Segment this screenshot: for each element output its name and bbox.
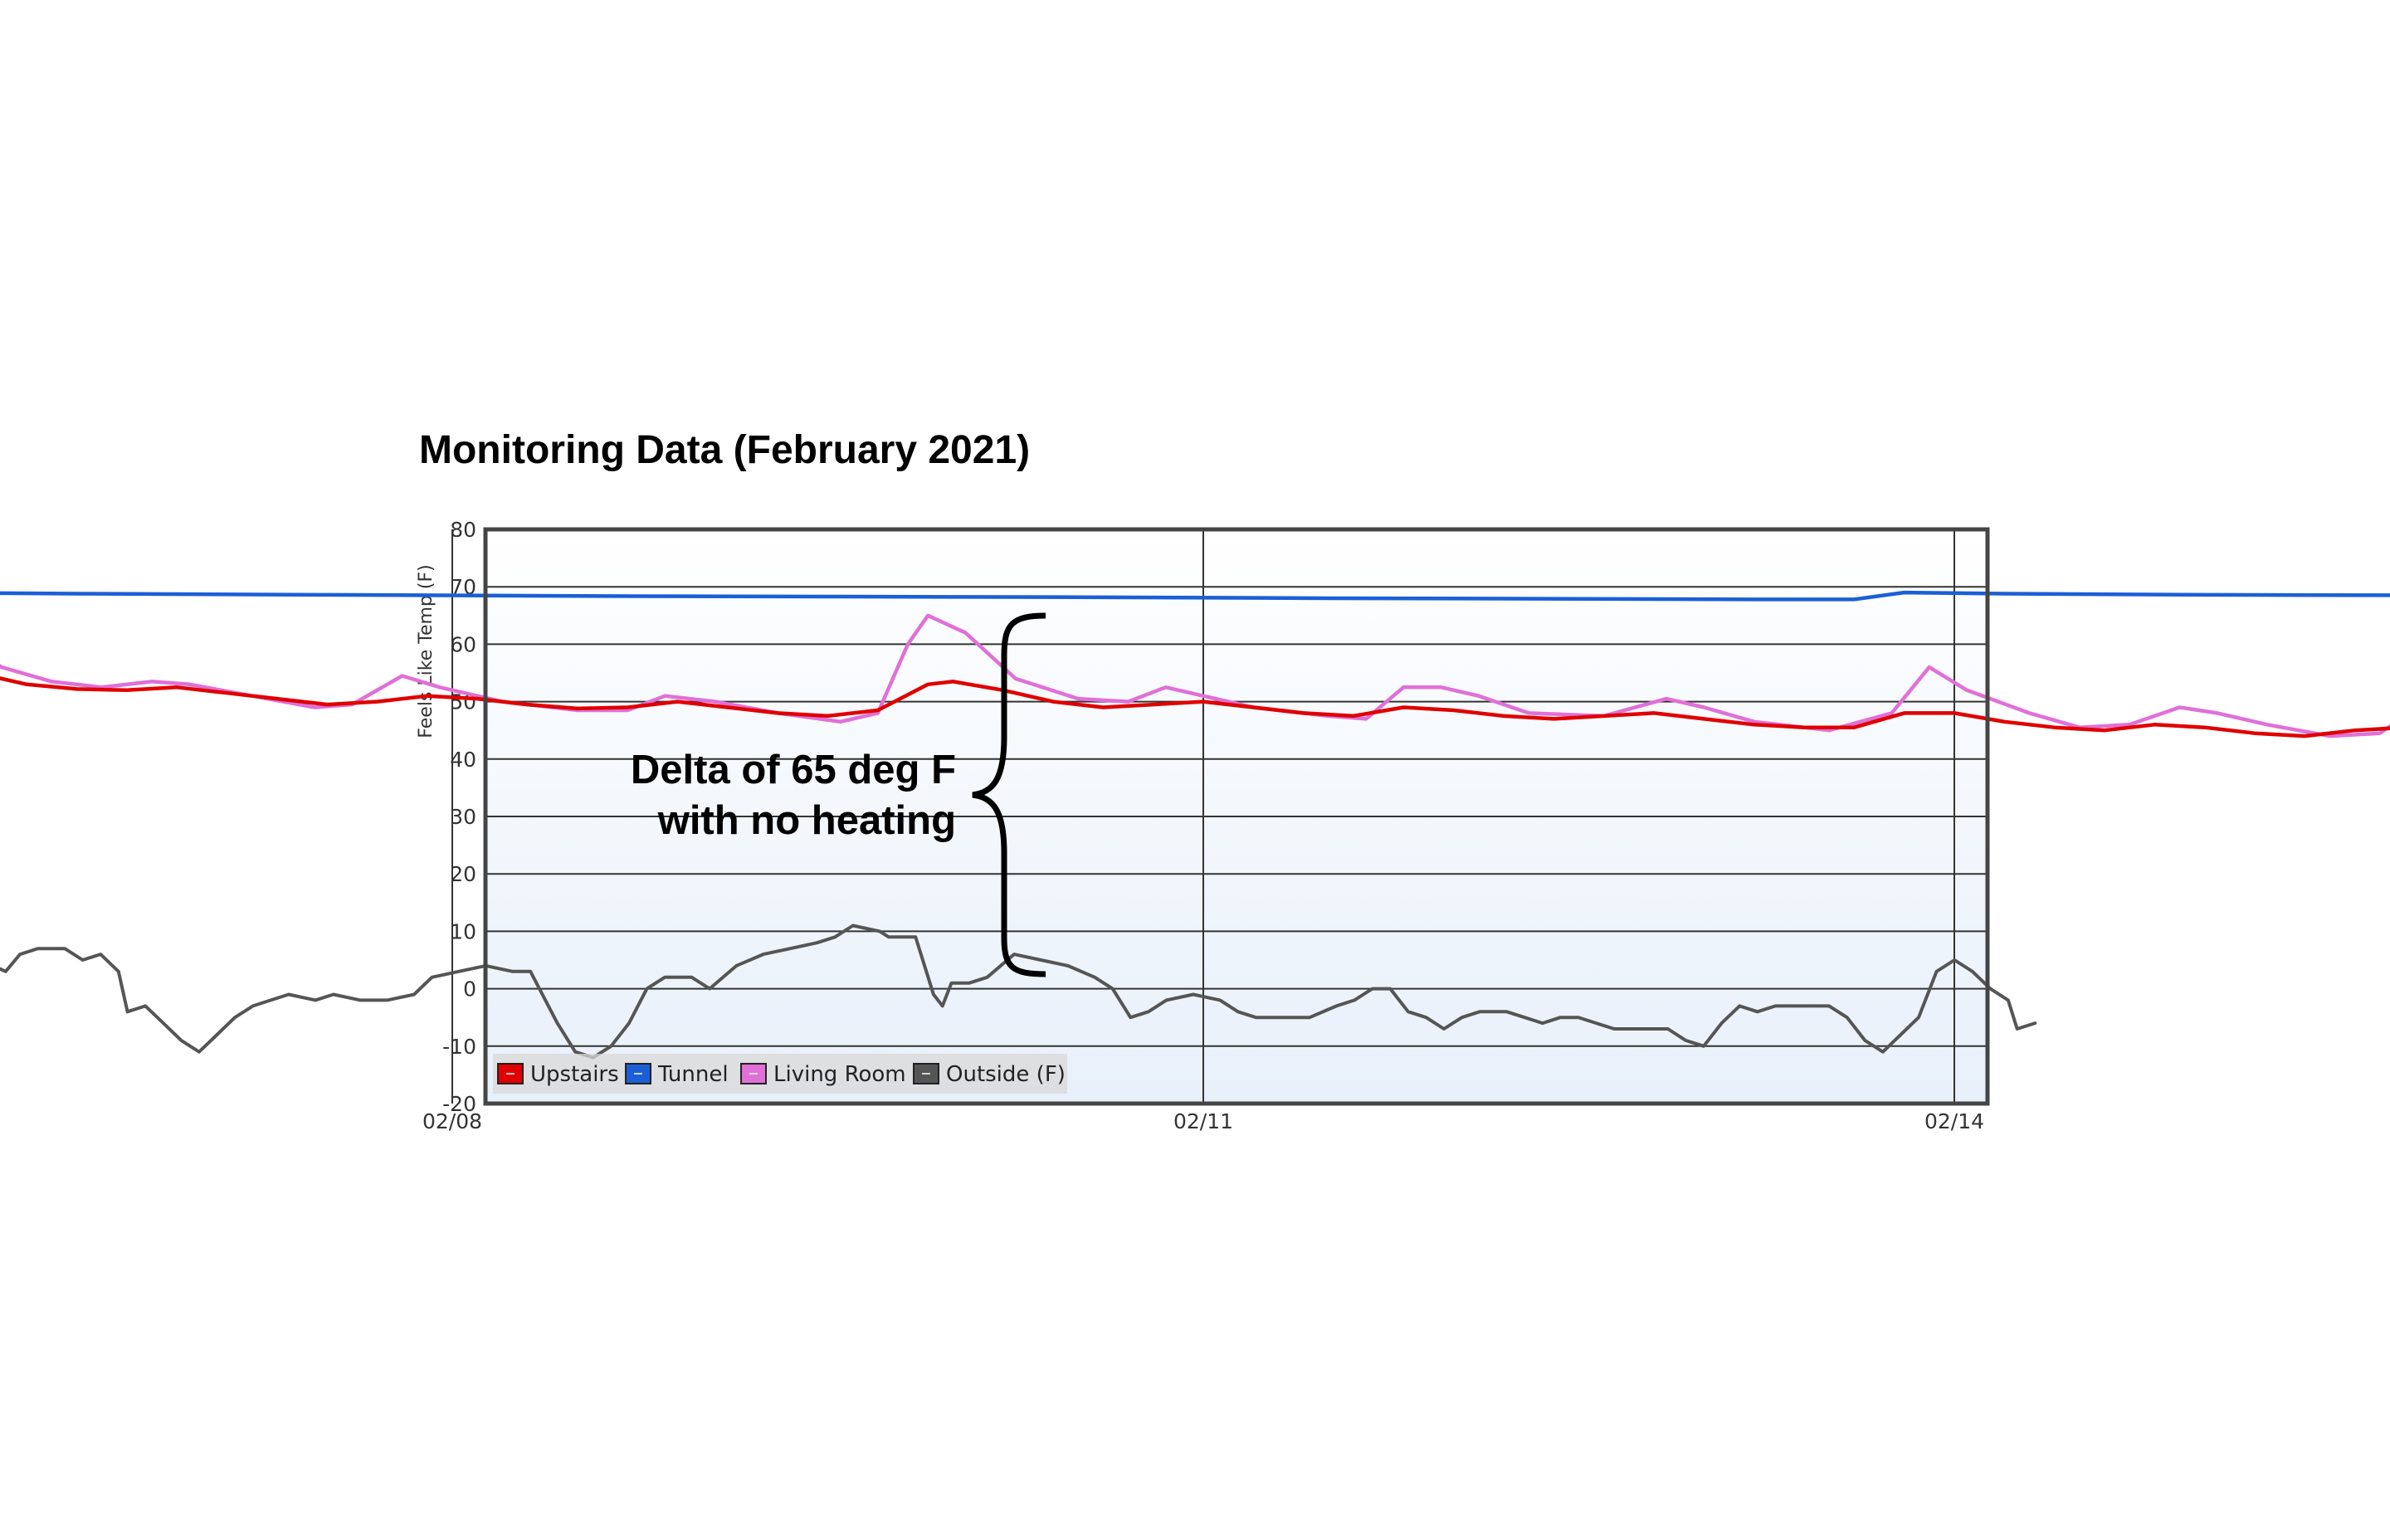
y-axis-label: Feels Like Temp (F): [416, 564, 437, 738]
y-tick-label: -10: [442, 1035, 476, 1059]
x-tick-label: 02/14: [1924, 1109, 1984, 1133]
series-line-living-room: [0, 613, 2390, 738]
chart-title: Monitoring Data (February 2021): [419, 428, 1031, 472]
series-line-tunnel: [0, 590, 2390, 602]
y-tick-label: 80: [450, 518, 476, 542]
y-tick-label: 0: [463, 977, 476, 1001]
y-tick-label: 30: [450, 805, 476, 829]
y-tick-label: -20: [442, 1092, 476, 1116]
series-line-outside-f: [0, 924, 2037, 1060]
legend-label[interactable]: Living Room: [773, 1062, 906, 1087]
y-tick-label: 40: [450, 748, 476, 772]
y-tick-label: 60: [450, 632, 476, 656]
legend-swatch[interactable]: [913, 1063, 939, 1084]
legend-label[interactable]: Upstairs: [530, 1062, 619, 1087]
x-tick-label: 02/11: [1173, 1109, 1233, 1133]
plot-border: [483, 527, 1990, 1106]
y-tick-label: 20: [450, 862, 476, 886]
legend-background: [493, 1054, 1067, 1094]
vertical-gridlines: [451, 529, 1955, 1104]
annotation-line-2: with no heating: [657, 798, 956, 843]
y-tick-label: 10: [450, 919, 476, 943]
x-tick-label: 02/08: [422, 1109, 482, 1133]
series-lines: [0, 590, 2390, 1060]
series-line-upstairs: [0, 676, 2390, 738]
legend-label[interactable]: Outside (F): [946, 1062, 1066, 1087]
curly-brace-annotation: [972, 612, 1046, 977]
legend-label[interactable]: Tunnel: [657, 1062, 729, 1087]
annotation-line-1: Delta of 65 deg F: [631, 748, 956, 792]
legend: Upstairs Tunnel Living Room Outside (F): [493, 1054, 1067, 1094]
